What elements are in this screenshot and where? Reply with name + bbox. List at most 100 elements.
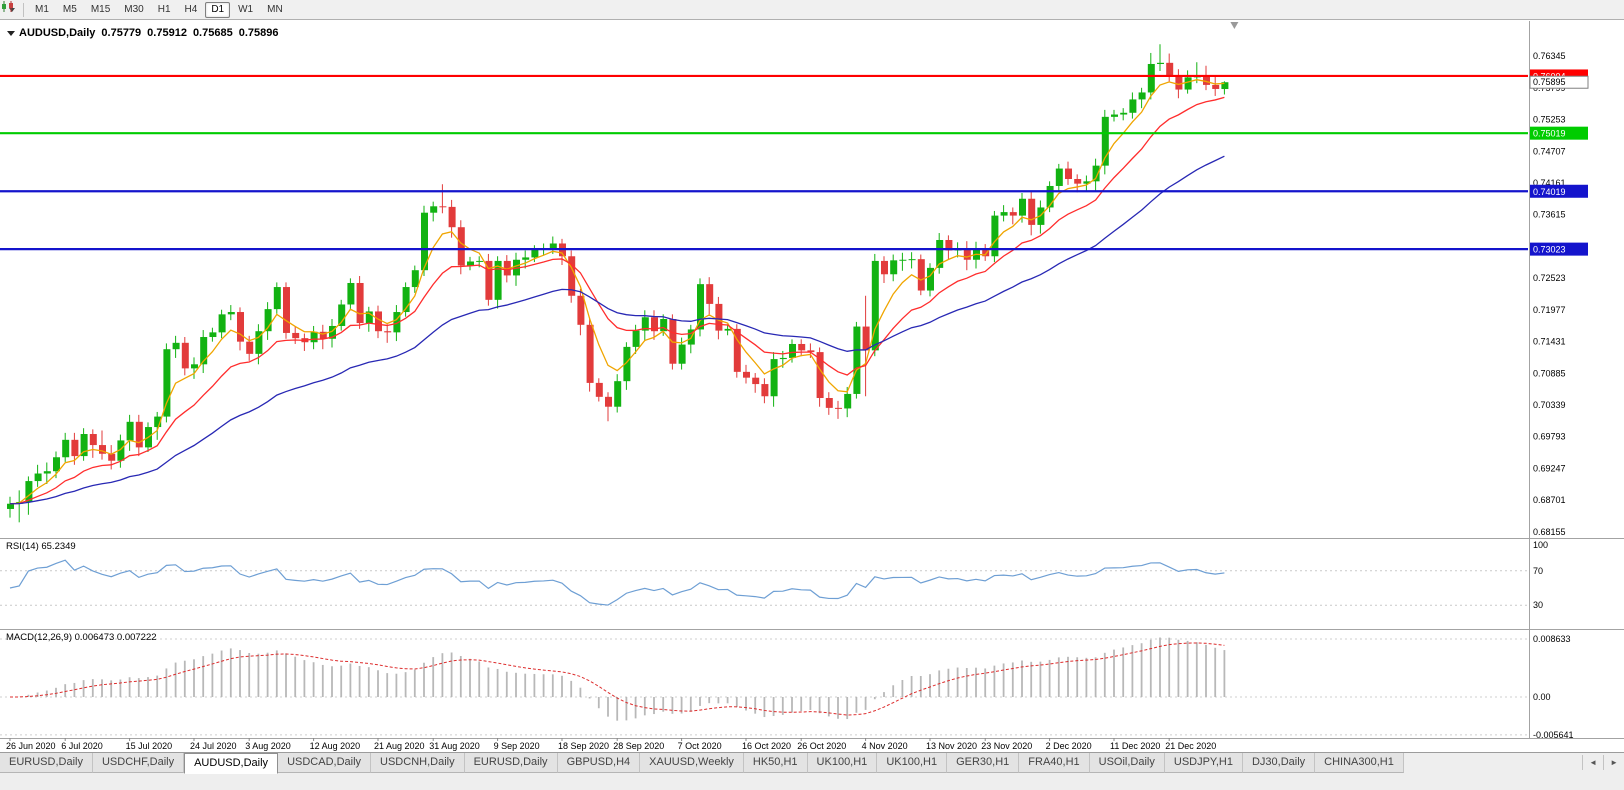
candle-body	[789, 343, 796, 358]
candle-body	[1019, 198, 1026, 216]
candle-body	[255, 331, 263, 354]
chart-tab[interactable]: CHINA300,H1	[1315, 753, 1404, 773]
svg-text:4 Nov 2020: 4 Nov 2020	[862, 741, 908, 751]
timeframe-button-m30[interactable]: M30	[124, 3, 144, 15]
candle-body	[1138, 92, 1146, 100]
candle-body	[319, 331, 327, 339]
chevron-down-icon	[9, 7, 15, 12]
chart-tab[interactable]: USDCAD,Daily	[278, 753, 372, 773]
chart-title: AUDUSD,Daily 0.75779 0.75912 0.75685 0.7…	[7, 27, 284, 39]
candle-body	[89, 434, 97, 446]
chart-tab[interactable]: EURUSD,Daily	[464, 753, 558, 773]
candle-body	[651, 317, 658, 332]
timeframe-button-m15[interactable]: M15	[90, 3, 111, 15]
candle-body	[439, 206, 447, 208]
chart-tab[interactable]: UK100,H1	[877, 753, 948, 773]
timeframe-button-h1[interactable]: H1	[157, 3, 171, 15]
chart-tab[interactable]: UK100,H1	[807, 753, 878, 773]
candle-body	[825, 398, 833, 408]
candlestick-chart-icon	[2, 1, 13, 12]
candle-body	[209, 332, 217, 338]
timeframe-buttons: M1 M5 M15 M30 H1 H4 D1 W1 MN	[28, 1, 290, 18]
candle-body	[292, 332, 300, 339]
candle-body	[34, 473, 42, 482]
candle-body	[154, 416, 162, 428]
chart-tab[interactable]: AUDUSD,Daily	[184, 753, 279, 774]
candle-body	[246, 341, 254, 354]
candle-body	[1009, 212, 1017, 216]
candle-body	[752, 377, 760, 385]
candle-body	[779, 357, 787, 360]
ma-line-13	[9, 96, 1225, 505]
candle-body	[853, 326, 861, 394]
candle-body	[614, 381, 622, 407]
candle-body	[264, 309, 272, 332]
price-level-badge	[1530, 126, 1588, 140]
candle-body	[871, 260, 879, 351]
chart-tab[interactable]: EURUSD,Daily	[0, 753, 93, 773]
chart-tab[interactable]: USDJPY,H1	[1164, 753, 1243, 773]
candle-body	[660, 319, 668, 332]
chart-tab[interactable]: XAUUSD,Weekly	[640, 753, 744, 773]
timeframe-button-d1[interactable]: D1	[205, 1, 231, 18]
candle-body	[549, 243, 557, 249]
candle-body	[807, 350, 815, 353]
candle-body	[163, 349, 171, 417]
svg-text:0.75253: 0.75253	[1533, 115, 1566, 125]
candle-body	[430, 206, 438, 213]
candle-body	[80, 434, 88, 457]
chart-tab[interactable]: USOil,Daily	[1089, 753, 1165, 773]
macd-indicator-label: MACD(12,26,9) 0.006473 0.007222	[6, 632, 157, 643]
chart-type-button[interactable]	[2, 1, 19, 19]
svg-text:0.74161: 0.74161	[1533, 178, 1566, 188]
chart-tab[interactable]: GER30,H1	[947, 753, 1020, 773]
chart-tab[interactable]: DJ30,Daily	[1242, 753, 1316, 773]
candle-body	[835, 407, 842, 409]
candle-body	[881, 260, 888, 275]
candle-body	[200, 337, 208, 365]
candle-body	[706, 284, 714, 304]
timeframe-button-mn[interactable]: MN	[267, 3, 283, 15]
svg-text:0.75895: 0.75895	[1533, 77, 1566, 87]
candle-body	[743, 371, 750, 378]
candle-body	[283, 287, 290, 333]
candle-body	[485, 260, 493, 300]
candle-body	[568, 256, 576, 296]
shift-marker-icon[interactable]	[1230, 22, 1239, 29]
candle-body	[1083, 181, 1091, 184]
timeframe-button-m5[interactable]: M5	[62, 3, 77, 15]
chart-tab[interactable]: USDCHF,Daily	[92, 753, 185, 773]
svg-text:0.68155: 0.68155	[1533, 527, 1566, 537]
candle-body	[1028, 198, 1036, 225]
tab-scroll-left-icon[interactable]: ◄	[1582, 755, 1603, 770]
candle-body	[1092, 165, 1100, 182]
timeframe-button-h4[interactable]: H4	[184, 3, 198, 15]
chart-tab[interactable]: GBPUSD,H4	[557, 753, 641, 773]
ma-line-5	[9, 79, 1225, 505]
chart-tab[interactable]: FRA40,H1	[1019, 753, 1090, 773]
timeframe-button-m1[interactable]: M1	[35, 3, 49, 15]
svg-text:0.69793: 0.69793	[1533, 432, 1566, 442]
svg-text:21 Dec 2020: 21 Dec 2020	[1165, 741, 1216, 751]
candle-body	[1037, 207, 1045, 225]
chart-tab[interactable]: HK50,H1	[743, 753, 808, 773]
candle-body	[1147, 63, 1155, 93]
candle-body	[108, 453, 116, 461]
candle-body	[273, 287, 281, 310]
rsi-indicator-label: RSI(14) 65.2349	[6, 541, 76, 552]
chart-tab[interactable]: USDCNH,Daily	[371, 753, 465, 773]
candle-body	[1120, 112, 1128, 115]
candle-body	[402, 287, 410, 313]
candle-body	[1074, 179, 1082, 184]
candle-body	[669, 319, 677, 364]
candle-body	[421, 212, 428, 271]
tab-scroll-right-icon[interactable]: ►	[1603, 755, 1624, 770]
candle-body	[411, 270, 419, 288]
timeframe-button-w1[interactable]: W1	[238, 3, 254, 15]
candle-body	[945, 239, 953, 251]
candle-body	[310, 331, 318, 343]
candle-body	[365, 311, 373, 324]
candle-body	[641, 317, 649, 331]
close-value: 0.75896	[238, 27, 279, 39]
